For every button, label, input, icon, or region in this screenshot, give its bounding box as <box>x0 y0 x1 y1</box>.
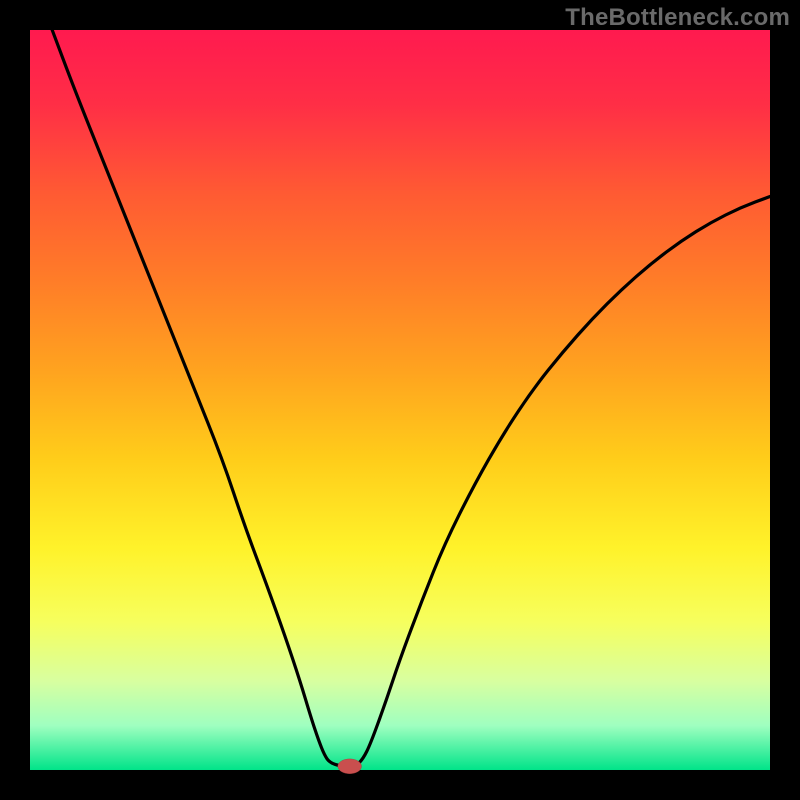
minimum-marker <box>338 759 362 774</box>
watermark-text: TheBottleneck.com <box>565 4 790 32</box>
chart-container: TheBottleneck.com <box>0 0 800 800</box>
bottleneck-chart <box>0 0 800 800</box>
